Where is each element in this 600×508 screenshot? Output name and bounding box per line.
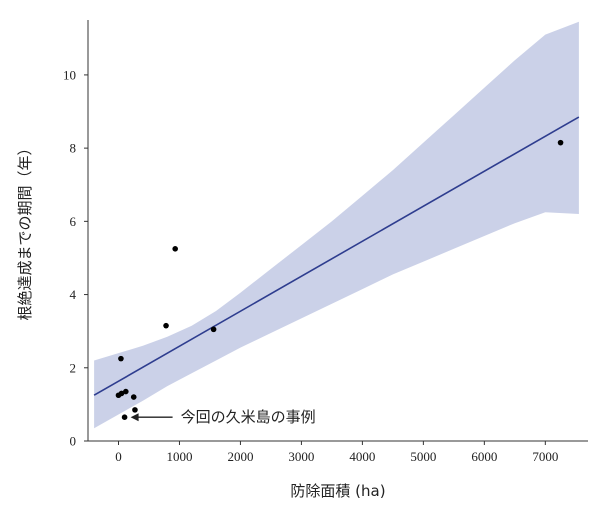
data-points — [115, 139, 564, 421]
data-point — [132, 407, 138, 413]
data-point — [557, 139, 564, 146]
x-tick-label: 4000 — [349, 449, 375, 464]
y-tick-label: 4 — [70, 287, 77, 302]
annotation-arrowhead — [130, 413, 139, 422]
data-point — [172, 246, 178, 252]
y-axis-label: 根絶達成までの期間（年） — [16, 140, 34, 320]
data-point — [121, 414, 128, 421]
y-tick-label: 6 — [70, 214, 77, 229]
y-ticks: 0 2 4 6 8 10 — [63, 67, 88, 449]
x-tick-label: 0 — [115, 449, 122, 464]
x-tick-label: 6000 — [471, 449, 497, 464]
data-point — [210, 326, 217, 333]
x-tick-label: 7000 — [532, 449, 558, 464]
regression-line — [93, 116, 580, 396]
data-point — [118, 390, 125, 397]
y-tick-label: 2 — [70, 360, 77, 375]
data-point — [130, 394, 137, 400]
annotation-label: 今回の久米島の事例 — [181, 408, 316, 426]
x-tick-label: 1000 — [166, 449, 192, 464]
annotation: 今回の久米島の事例 — [130, 408, 316, 426]
plot-area — [93, 21, 580, 429]
y-tick-label: 0 — [70, 434, 77, 449]
data-point — [163, 322, 169, 329]
y-tick-label: 8 — [70, 141, 77, 156]
x-tick-label: 3000 — [288, 449, 314, 464]
x-axis-label: 防除面積 (ha) — [290, 482, 385, 500]
data-point — [118, 355, 124, 362]
x-ticks: 0 1000 2000 3000 4000 5000 6000 7000 — [115, 441, 558, 464]
x-tick-label: 5000 — [410, 449, 436, 464]
y-tick-label: 10 — [63, 67, 76, 82]
confidence-band — [94, 21, 579, 429]
data-point — [123, 388, 129, 395]
x-tick-label: 2000 — [227, 449, 253, 464]
